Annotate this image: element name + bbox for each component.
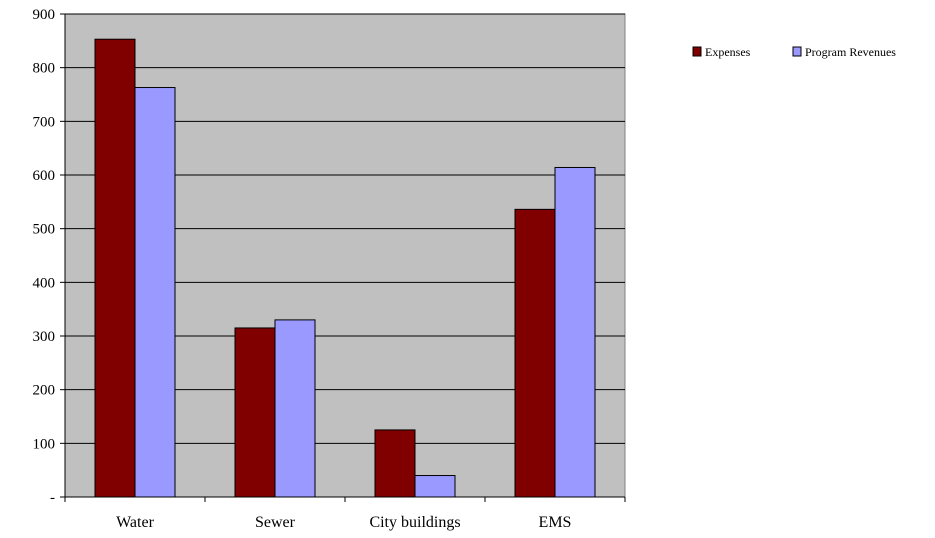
bar-program-revenues [554, 166, 596, 498]
y-tick-label: 500 [33, 222, 56, 238]
legend-swatch-expenses [692, 46, 702, 57]
plot-area: - 100 200 300 400 500 600 700 800 900 Water Sewer Ci… [33, 7, 626, 531]
x-tick-label: EMS [539, 514, 572, 531]
x-tick-label: Water [116, 514, 154, 531]
legend-label: Program Revenues [805, 45, 896, 59]
x-tick-label: City buildings [369, 514, 460, 531]
y-tick-label: 600 [33, 168, 56, 184]
legend-swatch-program-revenues [792, 46, 802, 57]
y-tick-label: 800 [33, 61, 56, 77]
y-tick-label: 900 [33, 7, 56, 23]
bar-program-revenues [134, 87, 176, 498]
bar-expenses [234, 327, 276, 498]
y-tick-label: 100 [33, 436, 56, 452]
y-tick-label: 700 [33, 114, 56, 130]
y-tick-label: 200 [33, 383, 56, 399]
legend: Expenses Program Revenues [692, 45, 896, 59]
y-tick-label: 400 [33, 275, 56, 291]
bar-expenses [514, 208, 556, 498]
y-tick-label: 300 [33, 329, 56, 345]
bar-expenses [374, 429, 416, 498]
legend-label: Expenses [705, 45, 751, 59]
x-tick-label: Sewer [255, 514, 296, 531]
bar-expenses [94, 38, 136, 498]
bar-program-revenues [414, 475, 456, 498]
y-tick-label: - [50, 490, 55, 506]
bar-program-revenues [274, 319, 316, 498]
